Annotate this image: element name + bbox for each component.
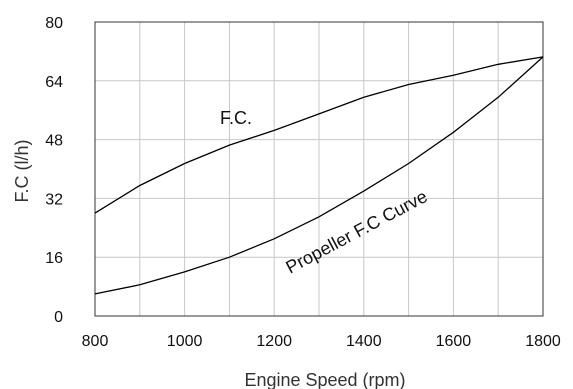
x-tick-label: 1400 (346, 333, 382, 350)
series-lines (94, 56, 544, 295)
y-tick-label: 64 (45, 74, 63, 91)
plot-area-frame (94, 21, 544, 317)
x-tick-label: 1000 (167, 333, 203, 350)
x-tick-label: 1800 (525, 333, 561, 350)
fc-curve-annotation: F.C. (220, 108, 252, 128)
y-tick-label: 32 (45, 191, 63, 208)
tick-labels: 800 1000 1200 1400 1600 1800 0 16 32 48 64 80 (45, 15, 561, 350)
fc-series-line (94, 56, 544, 214)
x-tick-label: 800 (82, 333, 109, 350)
y-tick-label: 16 (45, 250, 63, 267)
grid-lines (95, 22, 543, 316)
y-tick-label: 48 (45, 133, 63, 150)
x-axis-title: Engine Speed (rpm) (244, 370, 405, 389)
y-tick-label: 80 (45, 15, 63, 32)
x-tick-label: 1600 (436, 333, 472, 350)
x-tick-label: 1200 (256, 333, 292, 350)
y-axis-title: F.C (l/h) (12, 140, 32, 203)
propeller-fc-series-line (94, 56, 544, 295)
y-tick-label: 0 (54, 309, 63, 326)
